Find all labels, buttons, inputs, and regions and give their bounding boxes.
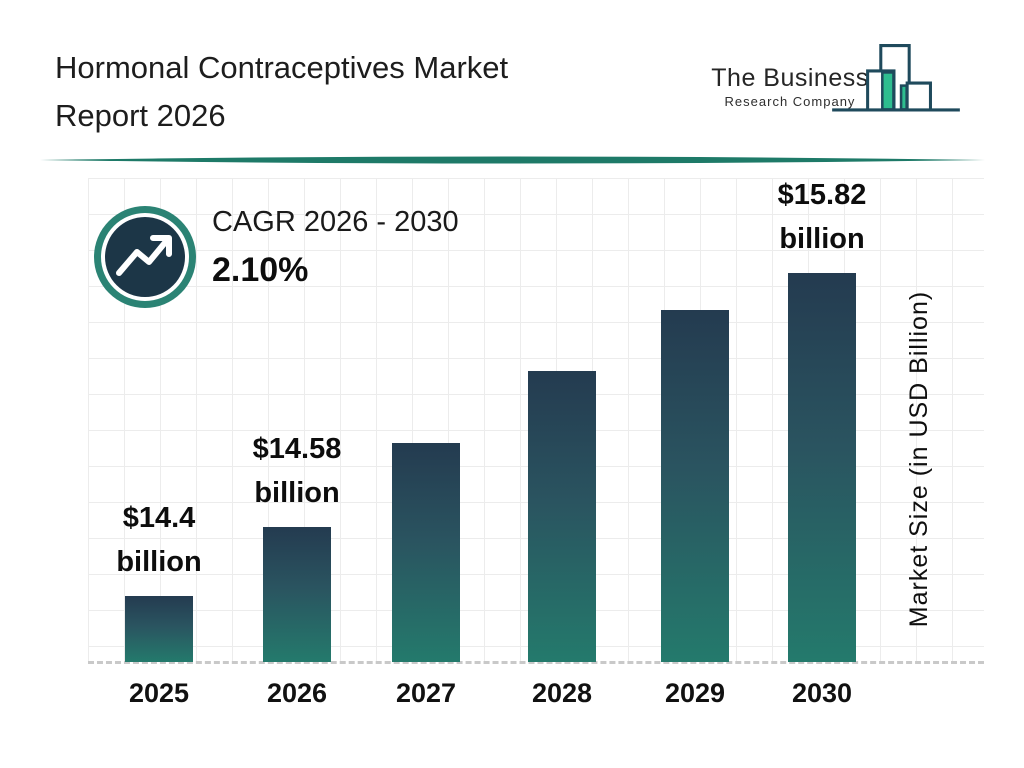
value-label-2030: $15.82 billion [777, 179, 867, 255]
bar-2025 [125, 596, 193, 662]
x-tick-2027: 2027 [395, 678, 457, 708]
company-name-line2: Research Company [724, 94, 856, 109]
value-label-2025: $14.4 billion [116, 502, 202, 578]
bar-chart-logo-icon [830, 40, 962, 119]
bar-2028 [528, 371, 596, 662]
bar-2029 [661, 310, 729, 662]
trending-up-icon [92, 206, 198, 314]
cagr-text-block: CAGR 2026 - 2030 2.10% [212, 206, 459, 290]
x-tick-2025: 2025 [128, 678, 190, 708]
company-logo-name: The Business Research Company [708, 64, 872, 109]
bar-2030 [788, 273, 856, 662]
y-axis-label: Market Size (in USD Billion) [905, 290, 933, 628]
cagr-value: 2.10% [212, 251, 309, 289]
x-axis-baseline [88, 661, 984, 664]
page-title: Hormonal Contraceptives Market Report 20… [55, 50, 509, 133]
x-tick-2026: 2026 [266, 678, 328, 708]
bar-chart: 2025 $14.4 billion 2026 $14.58 billion 2027 2… [88, 178, 984, 708]
company-name-line1: The Business [711, 64, 869, 92]
header-divider [40, 153, 985, 167]
x-tick-2029: 2029 [664, 678, 726, 708]
cagr-badge [92, 204, 198, 315]
x-tick-2030: 2030 [791, 678, 853, 708]
bar-2026 [263, 527, 331, 662]
value-label-2026: $14.58 billion [252, 433, 342, 509]
x-tick-2028: 2028 [531, 678, 593, 708]
bar-2027 [392, 443, 460, 662]
cagr-label: CAGR 2026 - 2030 [212, 206, 459, 238]
company-logo: The Business Research Company [700, 40, 964, 116]
